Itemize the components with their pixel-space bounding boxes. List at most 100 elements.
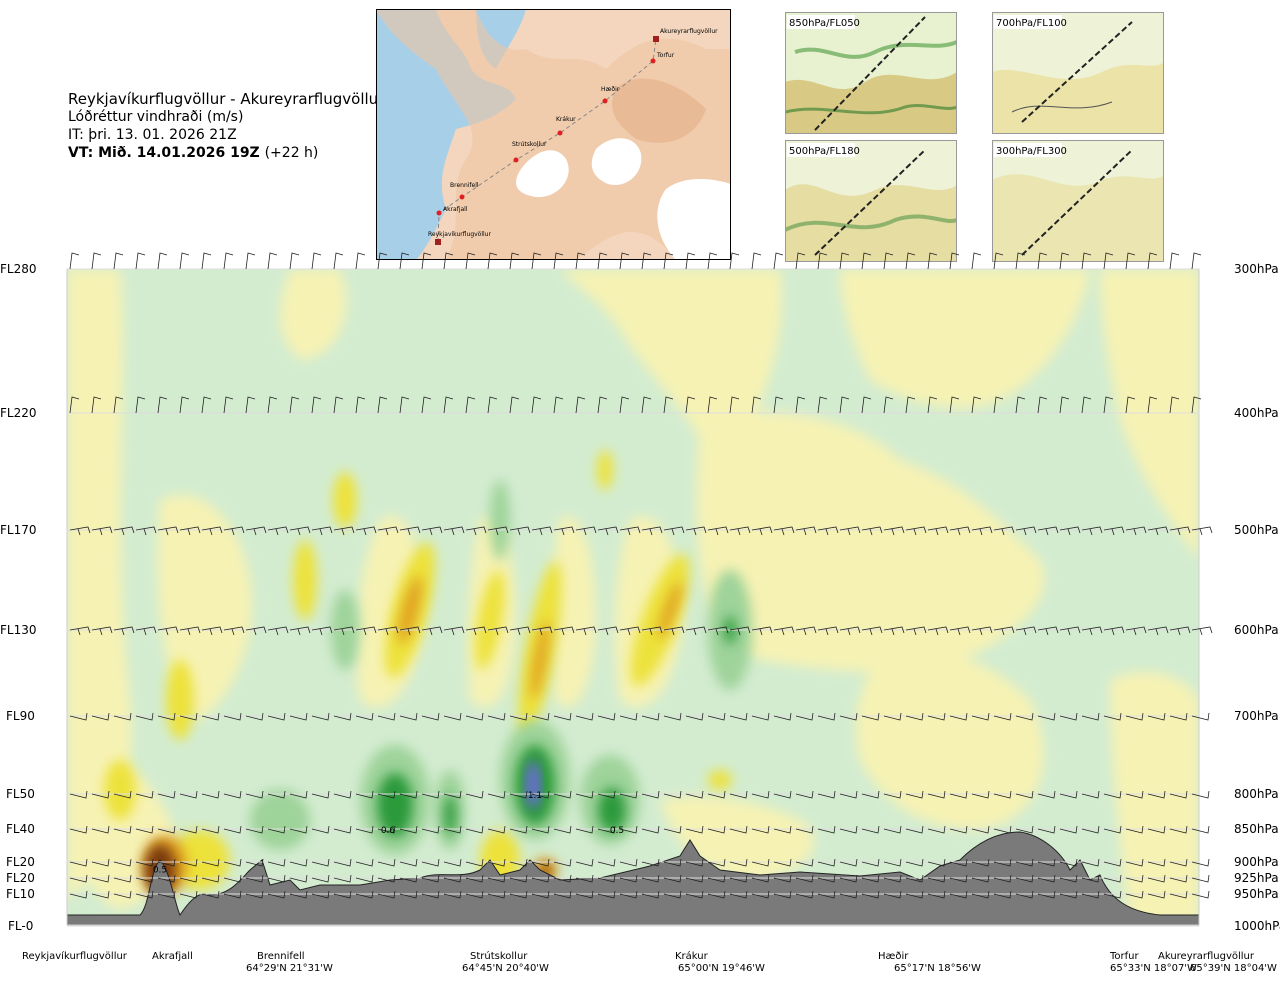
wind-barb (69, 825, 88, 834)
wind-barb (465, 526, 487, 536)
wind-barb (883, 858, 902, 867)
wind-barb (905, 874, 924, 883)
wind-barb (157, 396, 168, 414)
wind-barb (157, 790, 176, 799)
wind-barb (443, 712, 462, 721)
wind-barb (311, 874, 330, 883)
wind-barb (1037, 790, 1056, 799)
flight-level-label: FL20 (6, 855, 35, 869)
map-waypoint-marker (435, 239, 441, 245)
wind-barb (773, 790, 792, 799)
wind-barb (707, 858, 726, 867)
wind-barb (751, 858, 770, 867)
wind-barb (575, 252, 586, 270)
wind-barb (773, 626, 795, 636)
inset-850hpa: 850hPa/FL050 (785, 12, 957, 134)
wind-barb (443, 396, 454, 414)
wind-barb (707, 626, 729, 636)
wind-barb (421, 396, 432, 414)
wind-barb (1037, 890, 1056, 899)
wind-barb (245, 858, 264, 867)
wind-barb (641, 825, 660, 834)
wind-barb (443, 858, 462, 867)
pressure-level-label: 925hPa (1234, 871, 1279, 885)
wind-barb (597, 790, 616, 799)
wind-barb (1081, 252, 1092, 270)
wind-barb (597, 825, 616, 834)
pressure-level-label: 1000hPa (1234, 919, 1280, 933)
wind-barb (729, 252, 740, 270)
wind-barb (1169, 890, 1188, 899)
wind-barb (245, 890, 264, 899)
wind-barb (1037, 526, 1059, 536)
wind-barb (333, 712, 352, 721)
wind-barb (91, 858, 110, 867)
wind-barb (201, 626, 223, 636)
waypoint-label: Reykjavíkurflugvöllur (22, 951, 127, 962)
wind-barb (509, 252, 520, 270)
wind-barb (1103, 890, 1122, 899)
waypoint-coordinates: 65°17'N 18°56'W (894, 963, 981, 974)
wind-barb (1103, 825, 1122, 834)
wind-barb (245, 712, 264, 721)
wind-barb (1059, 526, 1081, 536)
wind-barb (267, 526, 289, 536)
wind-barb (817, 890, 836, 899)
wind-barb (685, 825, 704, 834)
wind-barb (377, 396, 388, 414)
wind-barb (641, 890, 660, 899)
wind-barb (355, 790, 374, 799)
flight-level-label: FL40 (6, 822, 35, 836)
wind-barb (223, 825, 242, 834)
wind-barb (773, 825, 792, 834)
wind-barb (1169, 825, 1188, 834)
wind-barb (949, 890, 968, 899)
wind-barb (465, 890, 484, 899)
wind-barb (641, 858, 660, 867)
wind-barb (311, 790, 330, 799)
waypoint-coordinates: 65°33'N 18°07'W (1110, 963, 1197, 974)
wind-barb (729, 712, 748, 721)
wind-barb (135, 890, 154, 899)
wind-barb (553, 790, 572, 799)
wind-barb (553, 252, 564, 270)
wind-barb (157, 874, 176, 883)
wind-barb (135, 396, 146, 414)
wind-barb (465, 626, 487, 636)
wind-barb (949, 874, 968, 883)
wind-barb (905, 252, 916, 270)
wind-barb (575, 626, 597, 636)
wind-barb (861, 790, 880, 799)
wind-barb (1081, 825, 1100, 834)
wind-barb (135, 858, 154, 867)
wind-barb (421, 890, 440, 899)
wind-barb (1059, 874, 1078, 883)
inset-label: 300hPa/FL300 (996, 146, 1067, 157)
wind-barb (289, 874, 308, 883)
wind-barb (289, 396, 300, 414)
wind-barb (1015, 526, 1037, 536)
wind-barb (267, 712, 286, 721)
wind-barb (575, 858, 594, 867)
wind-barb (619, 890, 638, 899)
wind-barb (553, 874, 572, 883)
wind-barb (157, 890, 176, 899)
wind-barb (223, 790, 242, 799)
wind-barb (355, 874, 374, 883)
wind-barb (861, 712, 880, 721)
wind-barb (641, 252, 652, 270)
wind-barb (1125, 712, 1144, 721)
wind-barb (113, 874, 132, 883)
wind-barb (69, 712, 88, 721)
wind-barb (1103, 790, 1122, 799)
wind-barb (729, 825, 748, 834)
wind-barb (1081, 526, 1103, 536)
map-waypoint-marker (650, 58, 656, 64)
pressure-level-label: 300hPa (1234, 262, 1279, 276)
wind-barb (1191, 858, 1210, 867)
wind-barb (773, 252, 784, 270)
wind-barb (487, 252, 498, 270)
wind-barb (531, 890, 550, 899)
wind-barb (1191, 874, 1210, 883)
wind-barb (927, 790, 946, 799)
